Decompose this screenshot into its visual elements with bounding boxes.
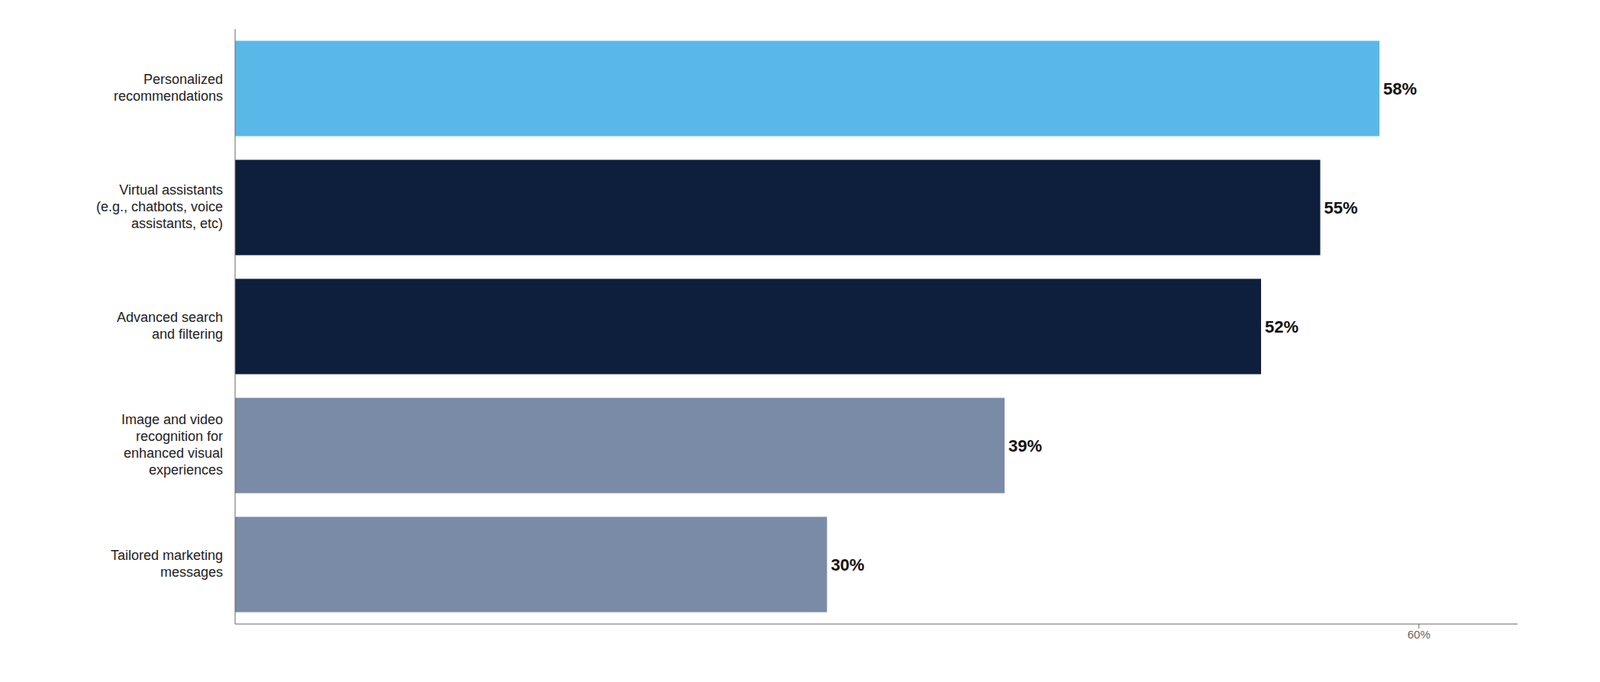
svg-text:39%: 39%	[1008, 436, 1042, 456]
svg-text:30%: 30%	[830, 555, 865, 575]
svg-text:Image and videorecognition for: Image and videorecognition forenhanced v…	[121, 412, 223, 478]
svg-text:Virtual assistants(e.g., chatb: Virtual assistants(e.g., chatbots, voice…	[96, 182, 223, 232]
svg-text:58%: 58%	[1383, 79, 1417, 99]
svg-text:Personalizedrecommendations: Personalizedrecommendations	[113, 71, 223, 104]
svg-text:Advanced searchand filtering: Advanced searchand filtering	[116, 309, 223, 342]
svg-text:60%: 60%	[1407, 628, 1431, 642]
svg-text:Tailored marketingmessages: Tailored marketingmessages	[110, 548, 223, 581]
svg-text:52%: 52%	[1264, 317, 1299, 337]
svg-text:55%: 55%	[1324, 198, 1359, 218]
